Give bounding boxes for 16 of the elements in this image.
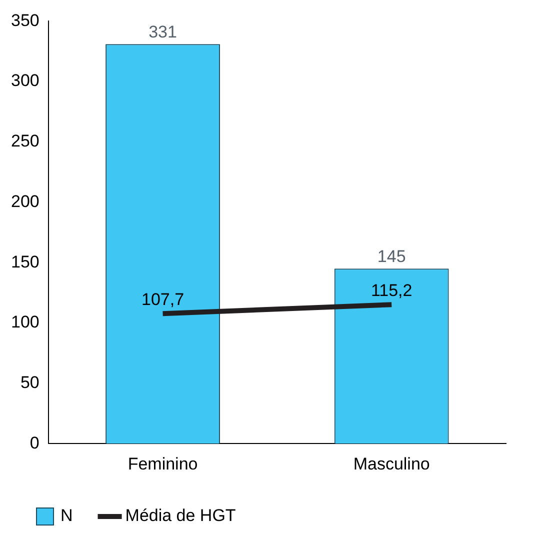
y-tick-label: 200 — [10, 192, 40, 211]
legend-label: N — [60, 506, 73, 526]
data-label: 331 — [148, 22, 177, 42]
y-tick-label: 100 — [10, 312, 40, 332]
legend-label: Média de HGT — [125, 506, 236, 526]
y-tick-label: 0 — [30, 433, 40, 452]
y-tick-label: 300 — [10, 71, 40, 90]
x-tick-label: Feminino — [128, 454, 198, 474]
y-tick-label: 150 — [10, 252, 40, 272]
y-tick-label: 350 — [10, 10, 40, 30]
y-tick-label: 50 — [20, 372, 40, 392]
y-tick-label: 250 — [10, 132, 40, 151]
data-label: 115,2 — [370, 280, 412, 300]
data-label: 145 — [377, 246, 406, 266]
x-tick-label: Masculino — [353, 454, 430, 474]
data-label: 107,7 — [142, 290, 184, 309]
